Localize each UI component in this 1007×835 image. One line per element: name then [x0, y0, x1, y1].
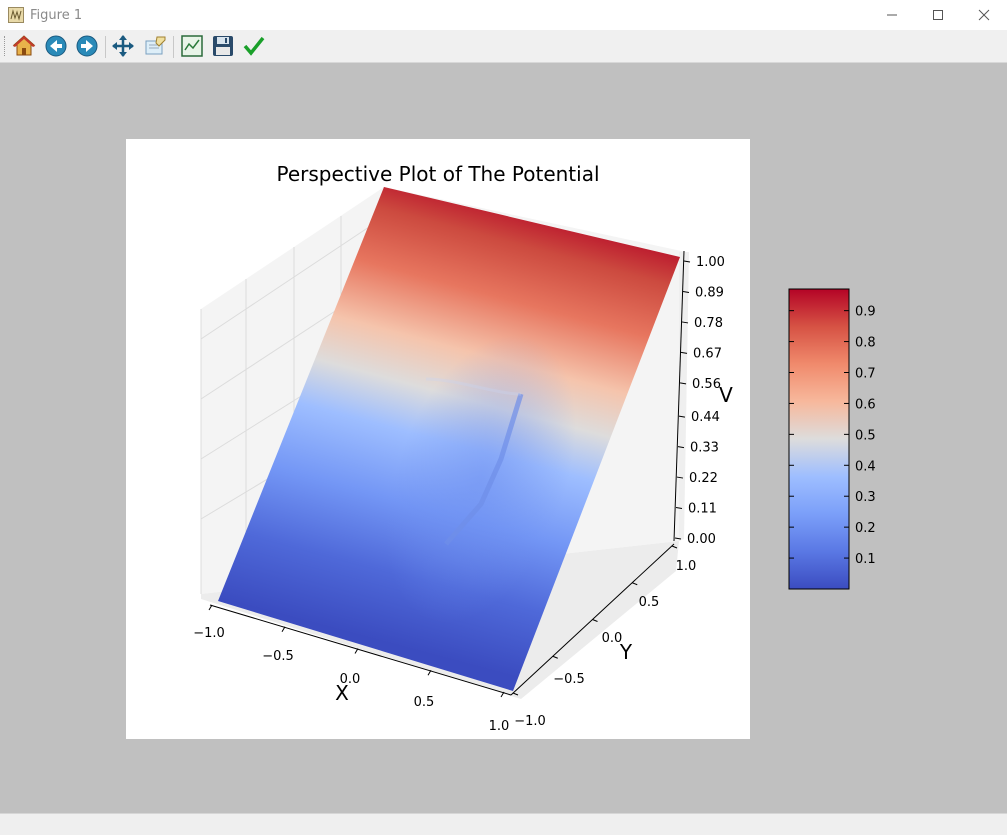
- z-tick-label: 0.78: [694, 316, 723, 331]
- subplots-icon: [181, 35, 203, 57]
- z-axis-label: V: [719, 383, 733, 407]
- chart-title: Perspective Plot of The Potential: [276, 162, 599, 186]
- x-tick-mark: [500, 691, 505, 698]
- subplots-button[interactable]: [179, 33, 205, 59]
- surface-ridge: [444, 393, 524, 546]
- colorbar-tick-label: 0.6: [855, 397, 876, 412]
- zoom-button[interactable]: [142, 33, 168, 59]
- colorbar-tick-label: 0.3: [855, 490, 876, 505]
- pan-button[interactable]: [110, 33, 136, 59]
- side-wall-pane: [679, 252, 689, 541]
- z-tick-mark: [679, 382, 687, 385]
- z-tick-mark: [680, 351, 688, 354]
- z-tick-mark: [677, 446, 685, 449]
- forward-arrow-icon: [76, 35, 98, 57]
- x-tick-mark: [427, 669, 432, 676]
- zoom-rect-icon: [145, 36, 166, 55]
- z-tick-mark: [681, 321, 689, 324]
- colorbar-tick-label: 0.5: [855, 428, 876, 443]
- z-tick-mark: [678, 415, 686, 418]
- navigation-toolbar: [0, 30, 1007, 63]
- y-tick-mark: [552, 655, 558, 659]
- colorbar-tick-label: 0.9: [855, 305, 876, 320]
- y-axis-label: Y: [619, 640, 633, 664]
- z-tick-mark: [683, 260, 691, 263]
- colorbar-tick-label: 0.1: [855, 552, 876, 567]
- colorbar-tick-label: 0.4: [855, 459, 876, 474]
- z-tick-label: 0.56: [692, 377, 721, 392]
- z-tick-label: 0.44: [691, 410, 720, 425]
- x-tick-label: −1.0: [193, 626, 225, 641]
- move-icon: [112, 35, 134, 57]
- minimize-button[interactable]: [869, 0, 915, 30]
- toolbar-grip: [4, 36, 7, 56]
- checkmark-icon: [243, 36, 265, 56]
- x-tick-label: −0.5: [262, 649, 294, 664]
- home-icon: [12, 35, 36, 56]
- z-tick-label: 0.00: [687, 532, 716, 547]
- y-tick-label: 0.5: [639, 595, 660, 610]
- x-tick-label: 0.0: [340, 672, 361, 687]
- z-tick-label: 0.22: [689, 471, 718, 486]
- floppy-icon: [213, 36, 233, 56]
- z-tick-label: 1.00: [696, 255, 725, 270]
- status-bar: [0, 813, 1007, 835]
- figure-canvas[interactable]: −1.0 −0.5 0.0 0.5 1.0 −1.0 −0.5 0.0 0.5 1.0 0.00…: [126, 139, 876, 739]
- edit-button[interactable]: [241, 33, 267, 59]
- forward-button[interactable]: [74, 33, 100, 59]
- z-tick-label: 0.89: [695, 285, 724, 300]
- x-tick-label: 1.0: [489, 719, 510, 734]
- x-axis-line: [209, 604, 512, 696]
- z-tick-mark: [682, 290, 690, 293]
- x-tick-label: 0.5: [414, 695, 435, 710]
- surface-dip-shading: [386, 335, 576, 623]
- save-button[interactable]: [210, 33, 236, 59]
- z-tick-label: 0.67: [693, 346, 722, 361]
- z-axis-line: [673, 250, 685, 542]
- x-tick-mark: [208, 604, 213, 611]
- toolbar-separator: [173, 36, 174, 58]
- z-tick-mark: [676, 476, 684, 479]
- window-titlebar: Figure 1: [0, 0, 1007, 30]
- x-axis-label: X: [335, 681, 349, 705]
- y-tick-label: 0.0: [602, 631, 623, 646]
- y-tick-label: −0.5: [553, 672, 585, 687]
- colorbar-tick-label: 0.8: [855, 336, 876, 351]
- y-tick-mark: [632, 582, 638, 586]
- close-button[interactable]: [961, 0, 1007, 30]
- y-tick-mark: [512, 692, 519, 696]
- matplotlib-app-icon: [8, 7, 24, 23]
- back-button[interactable]: [43, 33, 69, 59]
- window-title: Figure 1: [30, 7, 83, 23]
- home-button[interactable]: [11, 33, 37, 59]
- z-tick-label: 0.33: [690, 441, 719, 456]
- x-tick-mark: [354, 648, 359, 654]
- x-tick-mark: [281, 626, 286, 633]
- surface-contour: [425, 377, 522, 396]
- maximize-button[interactable]: [915, 0, 961, 30]
- z-tick-mark: [674, 537, 682, 540]
- surface-plot: −1.0 −0.5 0.0 0.5 1.0 −1.0 −0.5 0.0 0.5 1.0 0.00…: [193, 162, 876, 734]
- colorbar: [788, 288, 850, 590]
- y-tick-mark: [671, 545, 678, 549]
- colorbar-tick-label: 0.7: [855, 367, 876, 382]
- colorbar-tick-label: 0.2: [855, 521, 876, 536]
- y-tick-mark: [592, 619, 598, 622]
- z-tick-label: 0.11: [688, 502, 717, 517]
- back-arrow-icon: [45, 35, 67, 57]
- toolbar-separator: [105, 36, 106, 58]
- y-tick-label: −1.0: [514, 714, 546, 729]
- z-tick-mark: [675, 507, 683, 510]
- y-tick-label: 1.0: [676, 559, 697, 574]
